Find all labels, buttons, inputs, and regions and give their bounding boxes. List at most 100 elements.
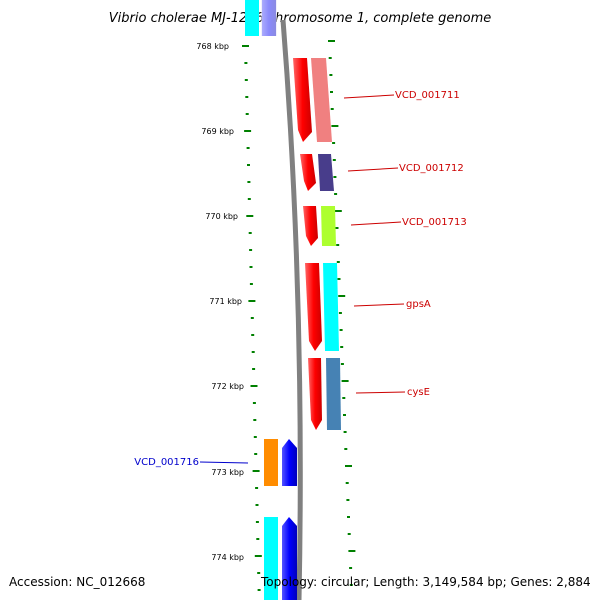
tick-label-771: 771 kbp [209,297,242,306]
leader-cyse [355,391,406,394]
minor-tick-right [339,329,343,331]
label-vcd-001712[interactable]: VCD_001712 [399,163,464,174]
tick-label-768: 768 kbp [196,42,229,51]
minor-tick-right [328,57,332,59]
gene-feature-bar [326,358,341,430]
major-tick-right [334,210,342,212]
major-tick-left [246,215,254,217]
feature-partial-highlight [261,0,277,36]
gene-vcd-001716[interactable] [264,439,297,486]
feature-partial-cyan [245,0,259,36]
bottom-unlabeled-gene [264,517,297,600]
minor-tick-right [345,482,349,484]
minor-tick-left [251,351,255,353]
gene-labels: VCD_001711 VCD_001712 VCD_001713 gpsA cy… [134,90,466,468]
major-tick-right [341,380,349,382]
tick-label-770: 770 kbp [205,212,238,221]
minor-tick-left [251,334,255,336]
feature-cyan-bar [264,517,278,600]
minor-tick-right [347,533,351,535]
tick-label-772: 772 kbp [211,382,244,391]
gene-arrow-track [308,358,322,430]
gene-arrow-track [303,206,318,246]
gene-arrow-track [305,263,322,351]
gene-cyse[interactable] [308,358,341,430]
major-tick-left [254,555,262,557]
leader-vcd-001711 [343,94,395,99]
minor-tick-right [332,142,336,144]
major-tick-left [252,470,260,472]
minor-tick-right [340,363,344,365]
minor-tick-left [249,283,253,285]
minor-tick-left [252,402,256,404]
minor-tick-left [248,232,252,234]
minor-tick-right [344,448,348,450]
leader-vcd-001716 [199,461,249,464]
gene-gpsa[interactable] [305,263,339,351]
major-tick-left [242,45,249,47]
accession-text: Accession: NC_012668 [9,575,145,589]
gene-feature-bar [321,206,336,246]
minor-tick-right [337,278,341,280]
gene-vcd-001713[interactable] [303,206,336,246]
minor-tick-right [343,414,346,416]
minor-tick-left [255,521,259,523]
minor-tick-left [246,147,250,149]
minor-tick-left [247,181,251,183]
gene-arrow-track [282,439,297,486]
minor-tick-right [343,431,347,433]
major-tick-left [248,300,256,302]
major-tick-right [328,40,335,42]
gene-vcd-001711[interactable] [293,58,332,142]
tick-label-774: 774 kbp [211,553,244,562]
label-vcd-001713[interactable]: VCD_001713 [402,217,467,228]
minor-tick-left [247,198,251,200]
gene-arrow-track [282,517,297,600]
minor-tick-left [245,96,249,98]
tick-label-773: 773 kbp [211,468,244,477]
minor-tick-left [250,317,254,319]
minor-tick-left [254,453,258,455]
minor-tick-left [256,538,260,540]
minor-tick-left [244,79,248,81]
leader-vcd-001713 [350,221,402,226]
minor-tick-left [252,368,256,370]
top-partial-features [245,0,277,36]
minor-tick-right [346,499,350,501]
minor-tick-right [333,176,337,178]
leader-gpsa [353,303,405,307]
leader-vcd-001712 [347,167,399,172]
gene-arrow-track [293,58,312,142]
minor-tick-right [349,567,353,569]
minor-tick-right [330,108,334,110]
minor-tick-left [247,164,250,166]
tick-labels: 768 kbp 769 kbp 770 kbp 771 kbp 772 kbp … [196,42,244,562]
major-tick-left [250,385,258,387]
label-cyse[interactable]: cysE [407,387,430,398]
minor-tick-right [336,261,340,263]
chromosome-backbone [280,19,303,600]
minor-tick-left [255,487,259,489]
gene-feature-bar [311,58,332,142]
minor-tick-right [347,516,350,518]
scale-ticks [242,40,356,591]
map-title: Vibrio cholerae MJ-1236 chromosome 1, co… [109,11,491,26]
major-tick-right [345,465,352,467]
label-vcd-001716[interactable]: VCD_001716 [134,457,199,468]
gene-feature-bar [323,263,339,351]
minor-tick-right [329,74,333,76]
minor-tick-left [253,419,257,421]
gene-vcd-001712[interactable] [300,154,334,191]
label-gpsa[interactable]: gpsA [406,299,431,310]
minor-tick-right [332,159,336,161]
minor-tick-right [338,312,342,314]
minor-tick-left [257,589,261,591]
major-tick-right [348,550,356,552]
label-vcd-001711[interactable]: VCD_001711 [395,90,460,101]
minor-tick-left [253,436,257,438]
gene-arrow-track [300,154,316,191]
major-tick-right [338,295,346,297]
minor-tick-left [249,266,253,268]
minor-tick-right [342,397,346,399]
